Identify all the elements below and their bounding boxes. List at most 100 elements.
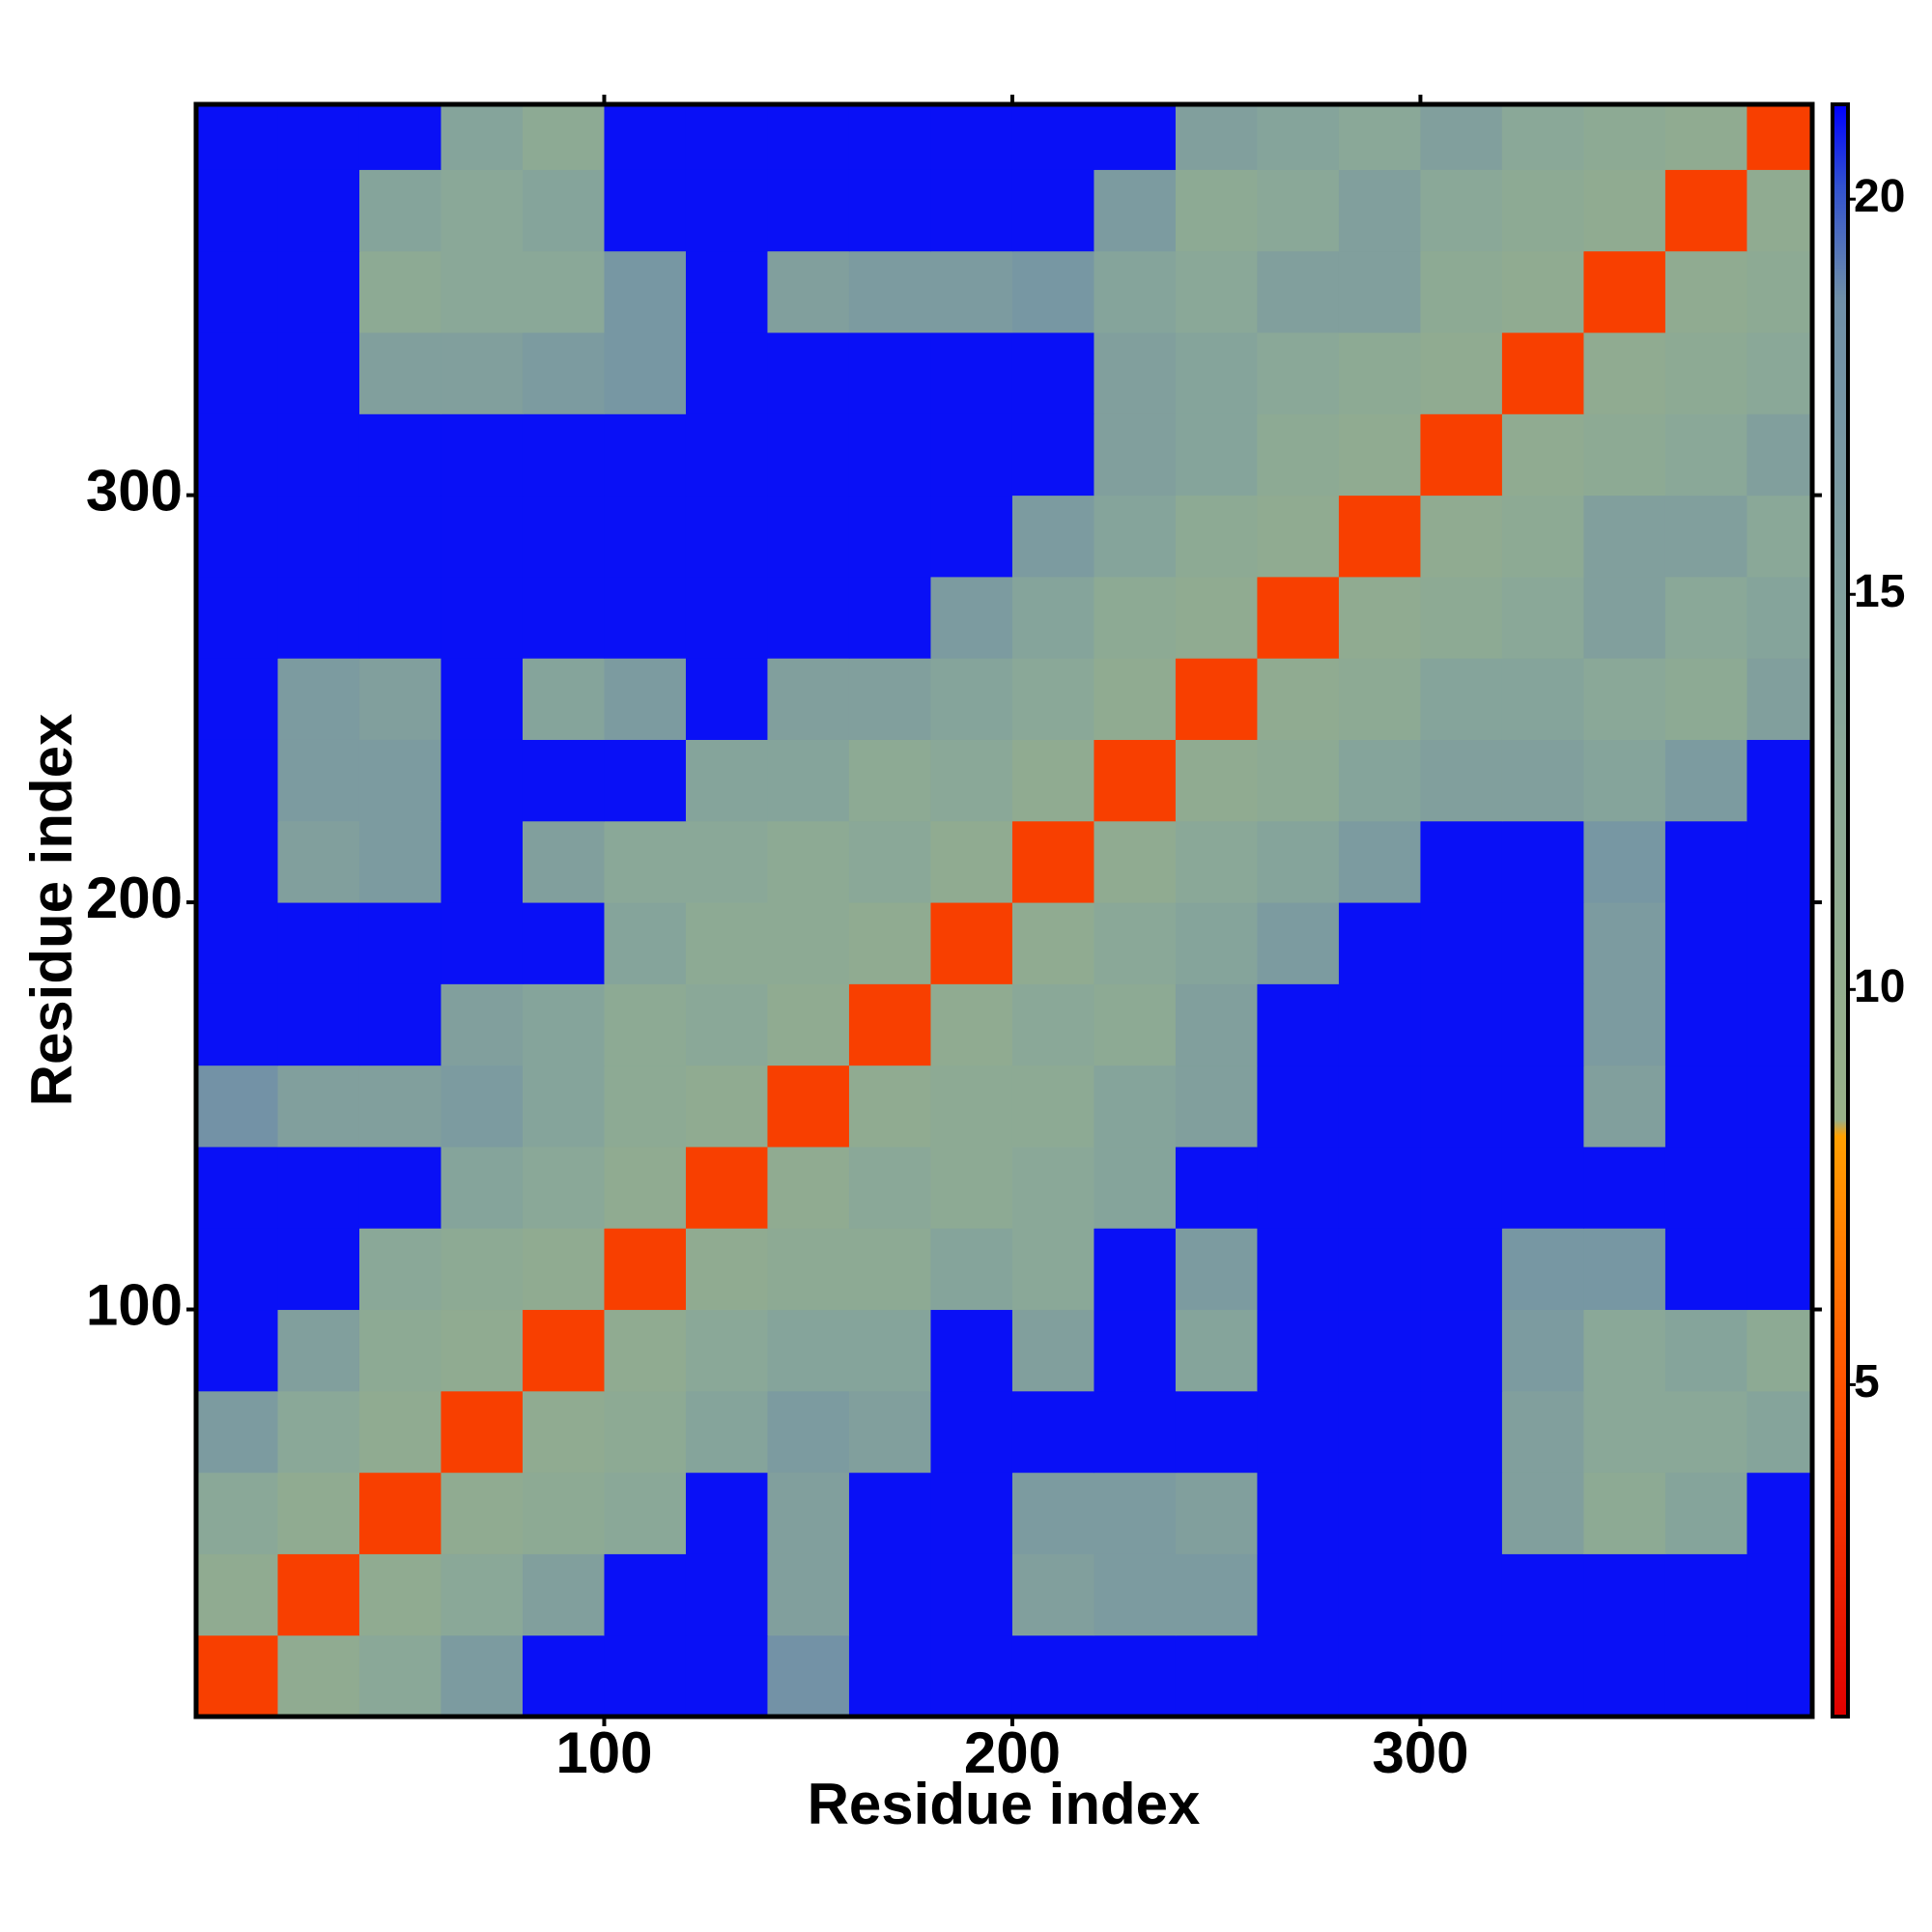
- heat-cell: [1257, 495, 1340, 578]
- heat-cell: [440, 1472, 524, 1554]
- heat-cell: [522, 413, 605, 497]
- heat-cell: [522, 658, 605, 740]
- heat-cell: [767, 169, 850, 252]
- heat-cell: [1420, 658, 1503, 740]
- heat-cell: [1583, 658, 1666, 740]
- heat-cell: [522, 1634, 605, 1717]
- x-tick-label: 200: [964, 1720, 1061, 1785]
- heat-cell: [685, 1146, 768, 1229]
- heat-cell: [604, 1634, 687, 1717]
- heat-cell: [1583, 1146, 1666, 1229]
- heat-cell: [277, 413, 360, 497]
- heat-cell: [1664, 250, 1747, 333]
- heat-cell: [1664, 1472, 1747, 1554]
- heat-cell: [767, 576, 850, 659]
- heat-cell: [604, 739, 687, 822]
- heat-cell: [196, 1309, 278, 1392]
- heat-cell: [1338, 902, 1421, 984]
- heat-cell: [1094, 169, 1177, 252]
- heat-cell: [1420, 250, 1503, 333]
- heat-cell: [196, 250, 278, 333]
- heat-cell: [604, 658, 687, 740]
- heat-cell: [1011, 1553, 1094, 1636]
- heat-cell: [1583, 820, 1666, 903]
- heat-cell: [1175, 169, 1258, 252]
- heat-cell: [1257, 332, 1340, 414]
- colorbar: [1831, 102, 1850, 1719]
- heat-cell: [277, 1228, 360, 1311]
- heat-cell: [1583, 495, 1666, 578]
- heat-cell: [1747, 983, 1812, 1066]
- heat-cell: [1175, 413, 1258, 497]
- heat-cell: [1094, 250, 1177, 333]
- heat-cell: [685, 902, 768, 984]
- heat-cell: [767, 1146, 850, 1229]
- heat-cell: [685, 104, 768, 170]
- heat-cell: [440, 169, 524, 252]
- heat-cell: [1747, 169, 1812, 252]
- heat-cell: [522, 1146, 605, 1229]
- heat-cell: [522, 576, 605, 659]
- heat-cell: [1011, 1472, 1094, 1554]
- heat-cell: [767, 104, 850, 170]
- heat-cell: [196, 332, 278, 414]
- heat-cell: [1583, 983, 1666, 1066]
- heat-cell: [522, 820, 605, 903]
- heat-cell: [1420, 576, 1503, 659]
- heat-cell: [1094, 1065, 1177, 1148]
- heat-cell: [604, 1472, 687, 1554]
- heat-cell: [277, 576, 360, 659]
- heat-cell: [440, 902, 524, 984]
- heat-cell: [1257, 1065, 1340, 1148]
- heat-cell: [1011, 658, 1094, 740]
- heat-cell: [1338, 1390, 1421, 1473]
- heat-cell: [440, 1634, 524, 1717]
- heat-cell: [440, 739, 524, 822]
- heat-cell: [1094, 576, 1177, 659]
- heat-cell: [1094, 820, 1177, 903]
- heat-cell: [848, 250, 931, 333]
- heat-cell: [1420, 169, 1503, 252]
- heat-cell: [1257, 576, 1340, 659]
- heat-cell: [440, 820, 524, 903]
- heat-cell: [196, 902, 278, 984]
- heat-cell: [1583, 1472, 1666, 1554]
- heat-cell: [604, 413, 687, 497]
- heat-cell: [848, 1390, 931, 1473]
- heat-cell: [1257, 658, 1340, 740]
- heat-cell: [1501, 1065, 1584, 1148]
- heat-cell: [522, 983, 605, 1066]
- heat-cell: [522, 1390, 605, 1473]
- heat-cell: [277, 1634, 360, 1717]
- y-axis-label: Residue index: [19, 714, 84, 1107]
- heat-cell: [1338, 169, 1421, 252]
- heat-cell: [685, 250, 768, 333]
- heat-cell: [1501, 1634, 1584, 1717]
- heat-cell: [685, 983, 768, 1066]
- heat-cell: [930, 983, 1013, 1066]
- heat-cell: [1175, 1065, 1258, 1148]
- heat-cell: [848, 1228, 931, 1311]
- heat-cell: [196, 169, 278, 252]
- heat-cell: [1338, 576, 1421, 659]
- heat-cell: [440, 1553, 524, 1636]
- heat-cell: [1420, 495, 1503, 578]
- heat-cell: [685, 1065, 768, 1148]
- heat-cell: [196, 1553, 278, 1636]
- heat-cell: [1501, 820, 1584, 903]
- heat-cell: [604, 495, 687, 578]
- heat-cell: [1094, 1309, 1177, 1392]
- heat-cell: [1011, 169, 1094, 252]
- heat-cell: [277, 658, 360, 740]
- heat-cell: [1257, 739, 1340, 822]
- heat-cell: [604, 576, 687, 659]
- heat-cell: [440, 413, 524, 497]
- heat-cell: [930, 1309, 1013, 1392]
- heat-cell: [1094, 1634, 1177, 1717]
- heat-cell: [930, 820, 1013, 903]
- heat-cell: [930, 1390, 1013, 1473]
- heat-cell: [767, 1472, 850, 1554]
- heat-cell: [685, 1553, 768, 1636]
- x-axis-label: Residue index: [808, 1772, 1201, 1836]
- heat-cell: [1747, 1390, 1812, 1473]
